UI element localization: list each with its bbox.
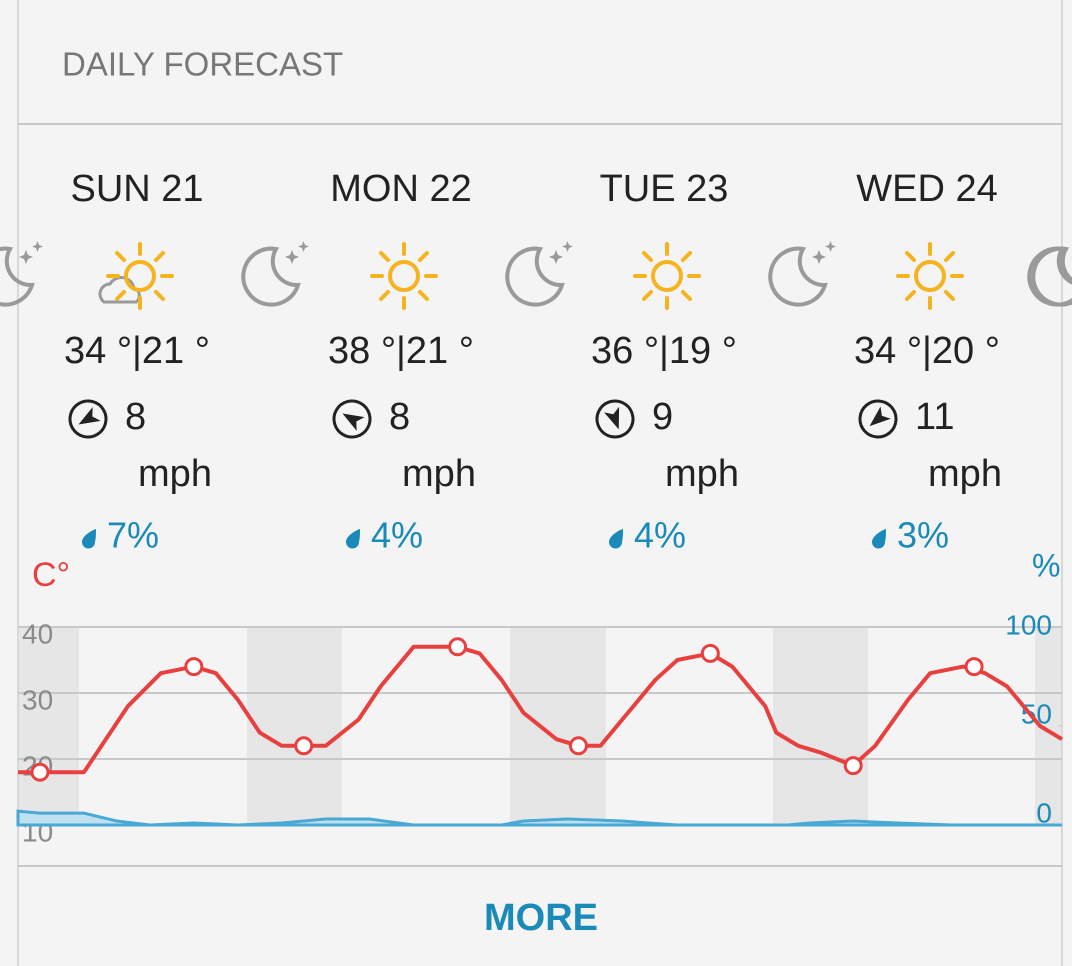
day-label: SUN 21 xyxy=(70,168,203,210)
y2-tick-label: 0 xyxy=(1036,797,1052,828)
night-bands xyxy=(19,627,1061,825)
temperature-marker xyxy=(30,762,50,782)
wind-unit: mph xyxy=(138,453,212,495)
cloud-icon xyxy=(98,276,141,304)
precip-chance: 4% xyxy=(634,515,686,556)
y-tick-label: 30 xyxy=(22,684,53,715)
day-label: TUE 23 xyxy=(600,168,729,210)
y-tick-label: 40 xyxy=(22,618,53,649)
wind-speed: 8 xyxy=(125,396,146,438)
day-label: WED 24 xyxy=(856,168,997,210)
wind-speed: 9 xyxy=(652,396,673,438)
wind-speed: 8 xyxy=(389,396,410,438)
temperature-marker xyxy=(294,736,314,756)
precip-chance: 7% xyxy=(107,515,159,556)
precip-area xyxy=(16,809,1062,827)
temperature-range: 34 °|21 ° xyxy=(64,330,210,372)
temperature-range: 38 °|21 ° xyxy=(328,330,474,372)
y-axis-label: C° xyxy=(32,556,70,594)
wind-unit: mph xyxy=(928,453,1002,495)
temperature-marker xyxy=(184,657,204,677)
temperature-marker xyxy=(843,756,863,776)
precip-chance: 3% xyxy=(897,515,949,556)
y2-axis-label: % xyxy=(1032,547,1060,583)
precip-chance: 4% xyxy=(371,515,423,556)
wind-unit: mph xyxy=(665,453,739,495)
wind-unit: mph xyxy=(402,453,476,495)
day-label: MON 22 xyxy=(330,168,471,210)
temperature-marker xyxy=(568,736,588,756)
temperature-marker xyxy=(964,657,984,677)
wind-speed: 11 xyxy=(915,396,954,438)
header-title: DAILY FORECAST xyxy=(62,46,343,83)
temperature-range: 36 °|19 ° xyxy=(591,330,737,372)
y2-tick-label: 100 xyxy=(1005,609,1052,640)
more-button[interactable]: MORE xyxy=(484,897,598,939)
temperature-marker xyxy=(700,643,720,663)
temperature-range: 34 °|20 ° xyxy=(854,330,1000,372)
temperature-marker xyxy=(448,637,468,657)
